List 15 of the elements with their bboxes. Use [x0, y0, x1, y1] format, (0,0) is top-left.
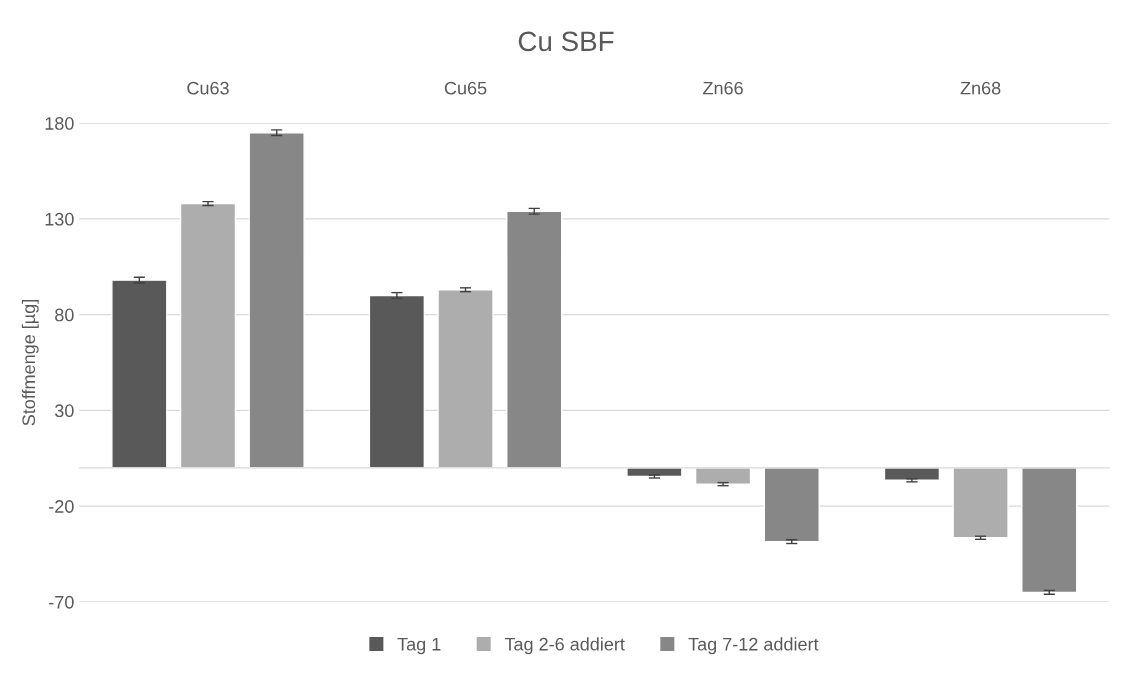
y-tick-label: 130 [45, 212, 74, 226]
y-tick-label: 30 [54, 404, 74, 418]
y-tick-label: -70 [49, 595, 74, 609]
y-tick-label: 180 [45, 117, 74, 130]
y-tick-label: 80 [55, 308, 74, 322]
legend-label: Tag 1 [397, 637, 441, 655]
x-tick-label: Cu63 [187, 81, 229, 95]
x-tick-label: Zn66 [703, 81, 743, 95]
legend-label: Tag 2-6 addiert [504, 637, 625, 655]
legend-label: Tag 7-12 addiert [688, 637, 819, 655]
chart-title: Cu SBF [518, 31, 614, 52]
y-tick-label: -20 [49, 500, 74, 513]
y-axis-title: Stoffmenge [µg] [21, 300, 39, 426]
x-tick-label: Cu65 [444, 81, 487, 95]
x-tick-label: Zn68 [960, 81, 1001, 95]
